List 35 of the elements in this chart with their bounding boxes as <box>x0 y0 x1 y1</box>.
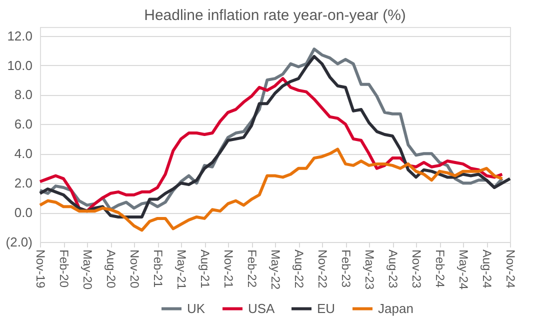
chart-title: Headline inflation rate year-on-year (%) <box>144 7 406 24</box>
x-tick-label: May-20 <box>80 250 94 290</box>
x-tick-label: Nov-22 <box>316 250 330 289</box>
x-tick-label: Nov-20 <box>128 250 142 289</box>
x-tick-label: Feb-24 <box>433 250 447 288</box>
x-tick-label: May-21 <box>174 250 188 290</box>
y-tick-label: 2.0 <box>14 176 32 191</box>
x-tick-label: May-23 <box>362 250 376 290</box>
x-tick-label: Feb-22 <box>245 250 259 288</box>
x-tick-label: Aug-21 <box>198 250 212 289</box>
legend-label: USA <box>248 300 276 316</box>
x-tick-label: Aug-22 <box>292 250 306 289</box>
x-tick-label: Nov-21 <box>222 250 236 289</box>
legend-label: EU <box>317 300 336 316</box>
x-tick-label: Aug-20 <box>104 250 118 289</box>
x-tick-label: Feb-21 <box>151 250 165 288</box>
y-tick-label: 8.0 <box>14 87 32 102</box>
x-tick-label: Aug-24 <box>480 250 494 289</box>
legend-label: UK <box>187 300 206 316</box>
y-tick-label: (2.0) <box>6 234 32 250</box>
x-tick-label: Aug-23 <box>386 250 400 289</box>
x-tick-label: Nov-24 <box>504 250 518 289</box>
x-tick-label: May-24 <box>456 250 470 290</box>
y-tick-label: 10.0 <box>7 58 32 73</box>
legend-label: Japan <box>378 300 414 316</box>
x-tick-label: Nov-23 <box>410 250 424 289</box>
y-tick-label: 0.0 <box>14 205 32 220</box>
x-tick-label: May-22 <box>268 250 282 290</box>
line-series <box>38 148 504 232</box>
x-tick-label: Feb-20 <box>57 250 71 288</box>
x-tick-label: Feb-23 <box>339 250 353 288</box>
y-tick-label: 6.0 <box>14 116 32 132</box>
y-tick-label: 12.0 <box>7 28 32 44</box>
y-tick-label: 4.0 <box>14 146 32 162</box>
x-tick-label: Nov-19 <box>34 250 48 289</box>
